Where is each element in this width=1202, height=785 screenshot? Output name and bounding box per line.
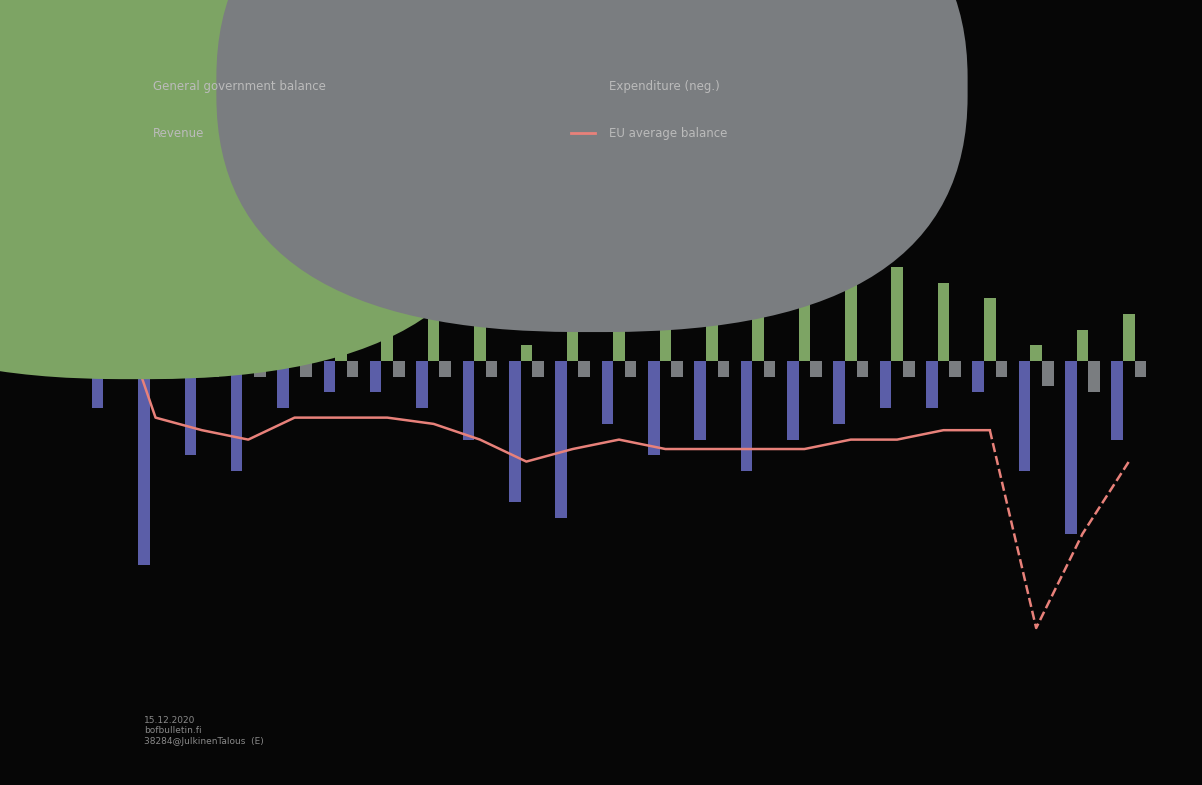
Bar <box>1112 361 1123 440</box>
Bar <box>150 251 161 361</box>
Bar <box>763 361 775 377</box>
Bar <box>231 361 243 471</box>
Bar <box>1065 361 1077 534</box>
Bar <box>138 361 150 565</box>
Bar <box>718 361 730 377</box>
Bar <box>520 345 532 361</box>
Bar <box>578 361 590 377</box>
Bar <box>196 251 208 361</box>
Bar <box>508 361 520 502</box>
Bar <box>440 361 451 377</box>
Bar <box>475 314 486 361</box>
Bar <box>995 361 1007 377</box>
Bar <box>335 283 346 361</box>
Bar <box>648 361 660 455</box>
Bar <box>926 361 938 408</box>
Bar <box>115 361 126 377</box>
Bar <box>300 361 313 377</box>
Bar <box>950 361 960 377</box>
Bar <box>1088 361 1100 392</box>
Bar <box>1077 330 1088 361</box>
Bar <box>903 361 915 377</box>
Bar <box>393 361 405 377</box>
Bar <box>984 298 995 361</box>
Bar <box>798 283 810 361</box>
Bar <box>567 314 578 361</box>
Bar <box>1030 345 1042 361</box>
Bar <box>857 361 868 377</box>
Text: EU average balance: EU average balance <box>609 127 727 140</box>
Bar <box>787 361 798 440</box>
Bar <box>625 361 636 377</box>
Bar <box>740 361 752 471</box>
Bar <box>1123 314 1135 361</box>
Bar <box>810 361 822 377</box>
Bar <box>416 361 428 408</box>
Bar <box>346 361 358 377</box>
Bar <box>381 267 393 361</box>
Bar <box>1135 361 1147 377</box>
Bar <box>972 361 984 392</box>
Text: 15.12.2020
bofbulletin.fi
38284@JulkinenTalous  (E): 15.12.2020 bofbulletin.fi 38284@Julkinen… <box>144 716 264 746</box>
Bar <box>370 361 381 392</box>
Bar <box>892 267 903 361</box>
Bar <box>752 283 763 361</box>
Text: General government balance: General government balance <box>153 80 326 93</box>
Bar <box>1042 361 1053 386</box>
Bar <box>486 361 498 377</box>
Bar <box>1019 361 1030 471</box>
Text: Revenue: Revenue <box>153 127 204 140</box>
Bar <box>103 345 115 361</box>
Bar <box>428 273 440 361</box>
Bar <box>254 361 266 377</box>
Bar <box>660 298 671 361</box>
Bar <box>532 361 543 377</box>
Bar <box>288 251 300 361</box>
Bar <box>208 361 219 377</box>
Bar <box>845 283 857 361</box>
Bar <box>880 361 892 408</box>
Text: Expenditure (neg.): Expenditure (neg.) <box>609 80 720 93</box>
Bar <box>243 251 254 361</box>
Bar <box>695 361 706 440</box>
Bar <box>613 298 625 361</box>
Bar <box>161 361 173 377</box>
Bar <box>463 361 475 440</box>
Bar <box>185 361 196 455</box>
Bar <box>278 361 288 408</box>
Bar <box>671 361 683 377</box>
Bar <box>91 361 103 408</box>
Bar <box>706 283 718 361</box>
Bar <box>938 283 950 361</box>
Bar <box>602 361 613 424</box>
Bar <box>833 361 845 424</box>
Bar <box>555 361 567 518</box>
Bar <box>323 361 335 392</box>
